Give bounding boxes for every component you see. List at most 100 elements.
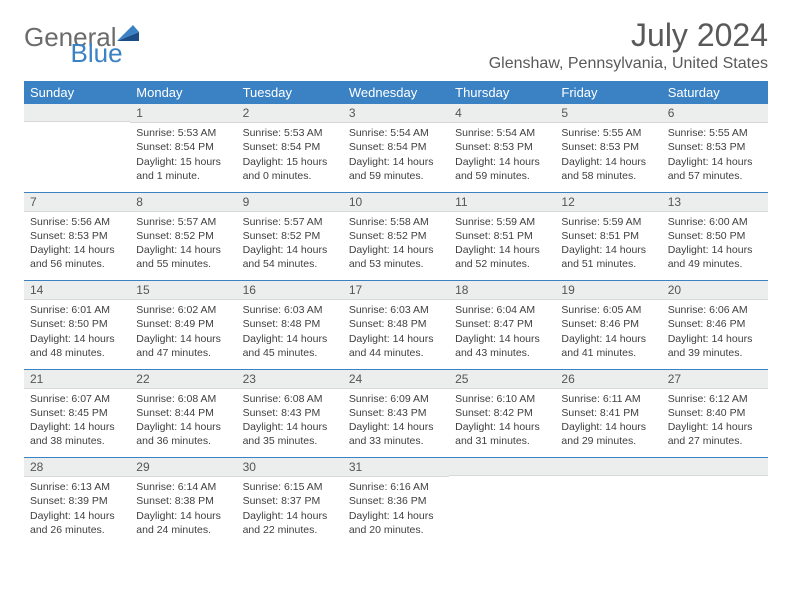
- sunset: Sunset: 8:51 PM: [455, 229, 549, 243]
- sunset: Sunset: 8:37 PM: [243, 494, 337, 508]
- day-number: 8: [130, 193, 236, 212]
- day-number-empty: [24, 104, 130, 122]
- day-number: 25: [449, 370, 555, 389]
- sunrise: Sunrise: 6:10 AM: [455, 392, 549, 406]
- daylight: Daylight: 14 hours and 22 minutes.: [243, 509, 337, 537]
- day-cell: 5Sunrise: 5:55 AMSunset: 8:53 PMDaylight…: [555, 104, 661, 192]
- day-body: Sunrise: 6:00 AMSunset: 8:50 PMDaylight:…: [662, 212, 768, 276]
- sunset: Sunset: 8:38 PM: [136, 494, 230, 508]
- daylight: Daylight: 14 hours and 49 minutes.: [668, 243, 762, 271]
- sunrise: Sunrise: 6:05 AM: [561, 303, 655, 317]
- day-cell: [555, 458, 661, 546]
- sunrise: Sunrise: 6:14 AM: [136, 480, 230, 494]
- sunrise: Sunrise: 5:59 AM: [455, 215, 549, 229]
- day-body: Sunrise: 5:55 AMSunset: 8:53 PMDaylight:…: [662, 123, 768, 187]
- title-block: July 2024 Glenshaw, Pennsylvania, United…: [489, 18, 768, 73]
- day-body: Sunrise: 6:03 AMSunset: 8:48 PMDaylight:…: [343, 300, 449, 364]
- logo-text-blue: Blue: [71, 38, 123, 69]
- sunrise: Sunrise: 6:02 AM: [136, 303, 230, 317]
- sunset: Sunset: 8:41 PM: [561, 406, 655, 420]
- week-row: 7Sunrise: 5:56 AMSunset: 8:53 PMDaylight…: [24, 193, 768, 281]
- sunset: Sunset: 8:39 PM: [30, 494, 124, 508]
- week-row: 28Sunrise: 6:13 AMSunset: 8:39 PMDayligh…: [24, 458, 768, 546]
- day-body: Sunrise: 6:02 AMSunset: 8:49 PMDaylight:…: [130, 300, 236, 364]
- sunset: Sunset: 8:45 PM: [30, 406, 124, 420]
- logo: General Blue: [24, 22, 171, 53]
- day-body: Sunrise: 5:55 AMSunset: 8:53 PMDaylight:…: [555, 123, 661, 187]
- daylight: Daylight: 14 hours and 57 minutes.: [668, 155, 762, 183]
- day-cell: 25 Sunrise: 6:10 AMSunset: 8:42 PMDayligh…: [449, 370, 555, 458]
- day-number-empty: [449, 458, 555, 476]
- day-number: 24: [343, 370, 449, 389]
- daylight: Daylight: 14 hours and 41 minutes.: [561, 332, 655, 360]
- day-cell: 2Sunrise: 5:53 AMSunset: 8:54 PMDaylight…: [237, 104, 343, 192]
- daylight: Daylight: 14 hours and 27 minutes.: [668, 420, 762, 448]
- day-cell: 20Sunrise: 6:06 AMSunset: 8:46 PMDayligh…: [662, 281, 768, 369]
- day-cell: 22Sunrise: 6:08 AMSunset: 8:44 PMDayligh…: [130, 370, 236, 458]
- day-number: 22: [130, 370, 236, 389]
- daylight: Daylight: 14 hours and 54 minutes.: [243, 243, 337, 271]
- sunset: Sunset: 8:42 PM: [455, 406, 549, 420]
- day-body: Sunrise: 5:57 AMSunset: 8:52 PMDaylight:…: [130, 212, 236, 276]
- daylight: Daylight: 14 hours and 20 minutes.: [349, 509, 443, 537]
- day-body: Sunrise: 5:59 AMSunset: 8:51 PMDaylight:…: [449, 212, 555, 276]
- sunrise: Sunrise: 5:59 AM: [561, 215, 655, 229]
- day-number: 19: [555, 281, 661, 300]
- day-cell: 23Sunrise: 6:08 AMSunset: 8:43 PMDayligh…: [237, 370, 343, 458]
- daylight: Daylight: 14 hours and 59 minutes.: [349, 155, 443, 183]
- day-cell: 12Sunrise: 5:59 AMSunset: 8:51 PMDayligh…: [555, 193, 661, 281]
- day-cell: 29Sunrise: 6:14 AMSunset: 8:38 PMDayligh…: [130, 458, 236, 546]
- sunrise: Sunrise: 5:53 AM: [243, 126, 337, 140]
- day-cell: 6Sunrise: 5:55 AMSunset: 8:53 PMDaylight…: [662, 104, 768, 192]
- day-body: Sunrise: 5:57 AMSunset: 8:52 PMDaylight:…: [237, 212, 343, 276]
- sunset: Sunset: 8:54 PM: [243, 140, 337, 154]
- day-body: Sunrise: 5:56 AMSunset: 8:53 PMDaylight:…: [24, 212, 130, 276]
- day-cell: 14Sunrise: 6:01 AMSunset: 8:50 PMDayligh…: [24, 281, 130, 369]
- day-body: Sunrise: 6:09 AMSunset: 8:43 PMDaylight:…: [343, 389, 449, 453]
- daylight: Daylight: 14 hours and 53 minutes.: [349, 243, 443, 271]
- day-number: 13: [662, 193, 768, 212]
- sunrise: Sunrise: 6:01 AM: [30, 303, 124, 317]
- calendar-body: 1Sunrise: 5:53 AMSunset: 8:54 PMDaylight…: [24, 104, 768, 546]
- daylight: Daylight: 14 hours and 58 minutes.: [561, 155, 655, 183]
- sunrise: Sunrise: 6:03 AM: [243, 303, 337, 317]
- sunset: Sunset: 8:52 PM: [243, 229, 337, 243]
- day-body: Sunrise: 6:07 AMSunset: 8:45 PMDaylight:…: [24, 389, 130, 453]
- daylight: Daylight: 14 hours and 59 minutes.: [455, 155, 549, 183]
- daylight: Daylight: 14 hours and 44 minutes.: [349, 332, 443, 360]
- day-number: 9: [237, 193, 343, 212]
- day-cell: 24Sunrise: 6:09 AMSunset: 8:43 PMDayligh…: [343, 370, 449, 458]
- day-number: 21: [24, 370, 130, 389]
- day-number: 12: [555, 193, 661, 212]
- sunset: Sunset: 8:54 PM: [136, 140, 230, 154]
- day-cell: 11Sunrise: 5:59 AMSunset: 8:51 PMDayligh…: [449, 193, 555, 281]
- day-number: 14: [24, 281, 130, 300]
- sunrise: Sunrise: 5:58 AM: [349, 215, 443, 229]
- sunset: Sunset: 8:43 PM: [243, 406, 337, 420]
- location: Glenshaw, Pennsylvania, United States: [489, 55, 768, 73]
- day-cell: 13Sunrise: 6:00 AMSunset: 8:50 PMDayligh…: [662, 193, 768, 281]
- daylight: Daylight: 14 hours and 29 minutes.: [561, 420, 655, 448]
- sunset: Sunset: 8:36 PM: [349, 494, 443, 508]
- sunset: Sunset: 8:52 PM: [349, 229, 443, 243]
- day-cell: 7Sunrise: 5:56 AMSunset: 8:53 PMDaylight…: [24, 193, 130, 281]
- week-row: 21Sunrise: 6:07 AMSunset: 8:45 PMDayligh…: [24, 370, 768, 458]
- daylight: Daylight: 14 hours and 35 minutes.: [243, 420, 337, 448]
- week-row: 1Sunrise: 5:53 AMSunset: 8:54 PMDaylight…: [24, 104, 768, 192]
- daylight: Daylight: 14 hours and 26 minutes.: [30, 509, 124, 537]
- sunrise: Sunrise: 6:07 AM: [30, 392, 124, 406]
- dow-row: Sunday Monday Tuesday Wednesday Thursday…: [24, 81, 768, 104]
- sunset: Sunset: 8:40 PM: [668, 406, 762, 420]
- day-number: 7: [24, 193, 130, 212]
- day-body: Sunrise: 6:08 AMSunset: 8:43 PMDaylight:…: [237, 389, 343, 453]
- sunrise: Sunrise: 6:00 AM: [668, 215, 762, 229]
- day-cell: [662, 458, 768, 546]
- sunset: Sunset: 8:49 PM: [136, 317, 230, 331]
- sunrise: Sunrise: 5:57 AM: [243, 215, 337, 229]
- day-number: 30: [237, 458, 343, 477]
- day-cell: 28Sunrise: 6:13 AMSunset: 8:39 PMDayligh…: [24, 458, 130, 546]
- daylight: Daylight: 15 hours and 1 minute.: [136, 155, 230, 183]
- sunrise: Sunrise: 5:53 AM: [136, 126, 230, 140]
- daylight: Daylight: 14 hours and 31 minutes.: [455, 420, 549, 448]
- sunset: Sunset: 8:46 PM: [668, 317, 762, 331]
